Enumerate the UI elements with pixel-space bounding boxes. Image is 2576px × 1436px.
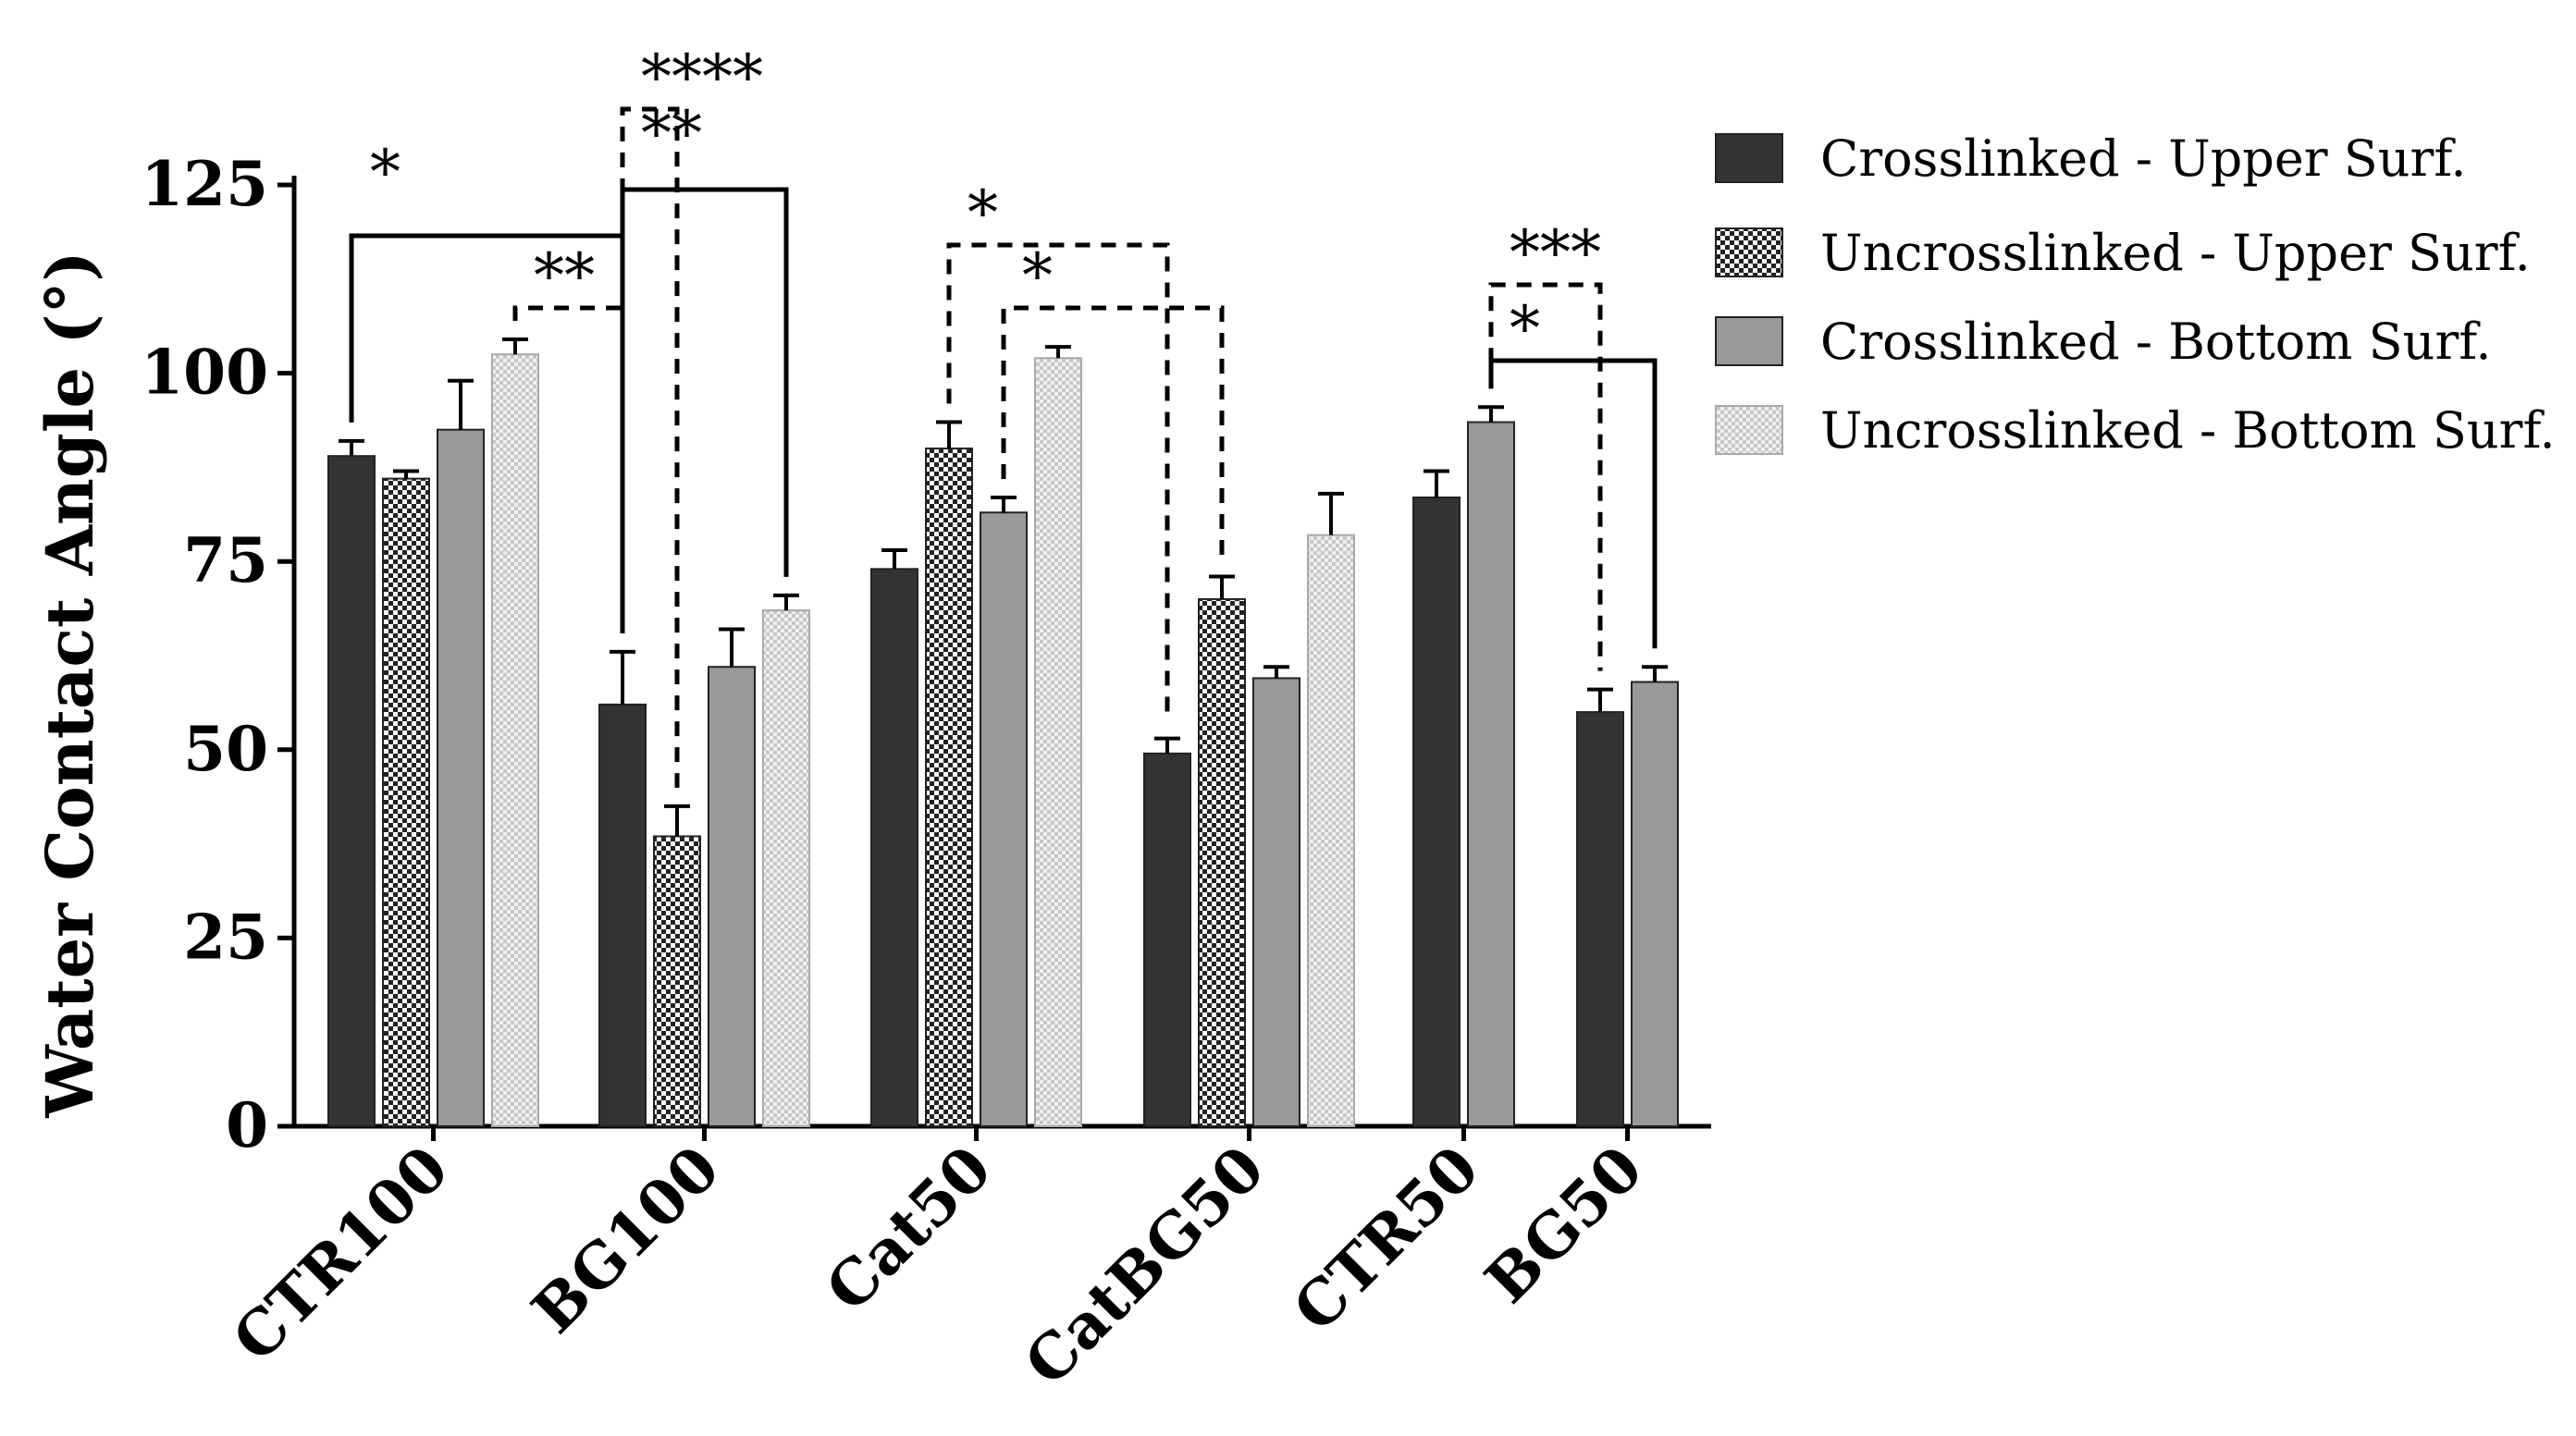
bar-cat50-s3 xyxy=(1034,357,1082,1127)
y-tick-label: 50 xyxy=(183,713,268,785)
x-tick-label: CatBG50 xyxy=(1011,1132,1278,1399)
significance-stars: ** xyxy=(534,240,595,312)
legend-label: Crosslinked - Upper Surf. xyxy=(1820,129,2467,188)
bar-cat50-s0 xyxy=(870,568,918,1127)
significance-bracket xyxy=(620,106,680,788)
significance-stars: * xyxy=(1022,240,1053,312)
legend-swatch xyxy=(1715,227,1783,277)
significance-bracket xyxy=(946,242,1170,720)
legend-label: Uncrosslinked - Bottom Surf. xyxy=(1820,401,2556,460)
x-tick-label: CTR100 xyxy=(219,1132,462,1375)
x-tick-label: Cat50 xyxy=(812,1132,1005,1325)
significance-stars: **** xyxy=(641,42,763,113)
bar-ctr50-s2 xyxy=(1467,421,1515,1127)
x-tick-label: BG100 xyxy=(518,1132,733,1347)
y-tick-label: 100 xyxy=(141,337,268,409)
legend-swatch xyxy=(1715,405,1783,455)
legend-label: Uncrosslinked - Upper Surf. xyxy=(1820,224,2531,282)
bar-bg100-s2 xyxy=(708,666,756,1127)
significance-stars: *** xyxy=(1510,217,1601,288)
bar-cat50-s2 xyxy=(980,511,1028,1127)
bar-ctr100-s1 xyxy=(382,477,430,1127)
legend-label: Crosslinked - Bottom Surf. xyxy=(1820,313,2492,371)
significance-brackets: *********** **** xyxy=(349,42,1658,788)
bar-cat50-s1 xyxy=(925,448,973,1128)
y-axis-label: Water Contact Angle (°) xyxy=(31,251,108,1118)
significance-bracket xyxy=(1001,305,1225,558)
significance-stars: * xyxy=(1510,293,1540,364)
y-tick-label: 0 xyxy=(226,1089,268,1161)
y-tick-label: 75 xyxy=(183,524,268,596)
y-tick-label: 125 xyxy=(141,148,268,220)
bar-ctr50-s0 xyxy=(1412,496,1461,1127)
bar-ctr100-s2 xyxy=(437,428,485,1127)
bar-ctr100-s3 xyxy=(491,353,539,1127)
x-tick-label: BG50 xyxy=(1472,1132,1657,1317)
significance-bracket xyxy=(512,305,625,633)
legend: Crosslinked - Upper Surf. Uncrosslinked -… xyxy=(1715,129,2556,460)
bar-bg100-s0 xyxy=(598,703,647,1127)
significance-stars: * xyxy=(968,178,998,249)
bar-catbg50-s3 xyxy=(1307,534,1355,1127)
bar-ctr100-s0 xyxy=(327,455,376,1127)
bar-catbg50-s1 xyxy=(1198,597,1246,1127)
x-tick-label: CTR50 xyxy=(1279,1132,1493,1345)
bars xyxy=(327,337,1679,1128)
bar-catbg50-s0 xyxy=(1143,752,1191,1127)
bar-bg50-s2 xyxy=(1631,681,1679,1128)
bar-catbg50-s2 xyxy=(1252,677,1300,1127)
significance-bracket xyxy=(1488,282,1603,671)
bar-bg100-s3 xyxy=(762,609,810,1127)
y-tick-label: 25 xyxy=(183,901,268,973)
bar-bg50-s0 xyxy=(1576,711,1624,1128)
legend-swatch xyxy=(1715,316,1783,366)
legend-swatch xyxy=(1715,133,1783,183)
significance-bracket xyxy=(1488,358,1658,649)
significance-bracket xyxy=(620,187,789,633)
significance-stars: * xyxy=(370,137,401,208)
bar-bg100-s1 xyxy=(653,835,701,1127)
